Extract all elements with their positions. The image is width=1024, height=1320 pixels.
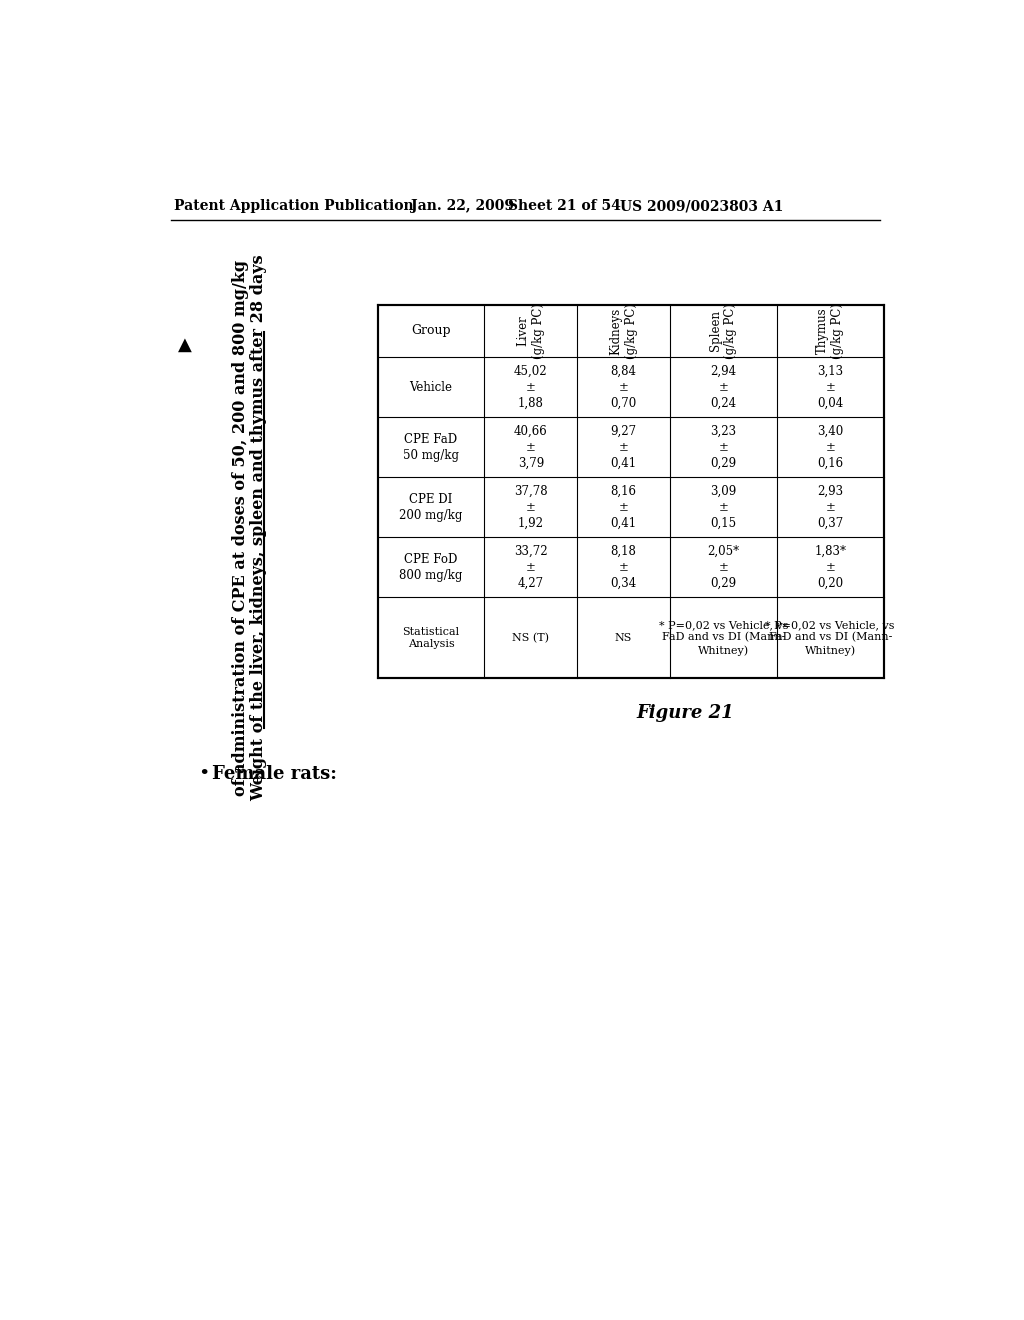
Text: ▲: ▲ <box>178 335 193 354</box>
Text: 2,93
±
0,37: 2,93 ± 0,37 <box>817 484 844 529</box>
Text: 40,66
±
3,79: 40,66 ± 3,79 <box>514 425 548 470</box>
Text: Sheet 21 of 54: Sheet 21 of 54 <box>508 199 621 213</box>
Text: of administration of CPE at doses of 50, 200 and 800 mg/kg: of administration of CPE at doses of 50,… <box>231 260 249 796</box>
Text: 45,02
±
1,88: 45,02 ± 1,88 <box>514 364 548 409</box>
Text: 8,84
±
0,70: 8,84 ± 0,70 <box>610 364 637 409</box>
Text: 33,72
±
4,27: 33,72 ± 4,27 <box>514 545 548 590</box>
Text: 3,23
±
0,29: 3,23 ± 0,29 <box>711 425 736 470</box>
Text: 3,40
±
0,16: 3,40 ± 0,16 <box>817 425 844 470</box>
Text: * P=0,02 vs Vehicle, vs
FaD and vs DI (Mann-
Whitney): * P=0,02 vs Vehicle, vs FaD and vs DI (M… <box>766 620 895 656</box>
Text: Statistical
Analysis: Statistical Analysis <box>402 627 460 649</box>
Text: 37,78
±
1,92: 37,78 ± 1,92 <box>514 484 548 529</box>
Text: Figure 21: Figure 21 <box>637 704 734 722</box>
Bar <box>378 305 884 678</box>
Text: Female rats:: Female rats: <box>212 766 337 783</box>
Text: US 2009/0023803 A1: US 2009/0023803 A1 <box>621 199 783 213</box>
Text: Weight of the liver, kidneys, spleen and thymus after 28 days: Weight of the liver, kidneys, spleen and… <box>250 255 266 801</box>
Text: 3,13
±
0,04: 3,13 ± 0,04 <box>817 364 844 409</box>
Text: 3,09
±
0,15: 3,09 ± 0,15 <box>711 484 736 529</box>
Text: 9,27
±
0,41: 9,27 ± 0,41 <box>610 425 637 470</box>
Text: 8,16
±
0,41: 8,16 ± 0,41 <box>610 484 637 529</box>
Text: Patent Application Publication: Patent Application Publication <box>174 199 414 213</box>
Text: 2,05*
±
0,29: 2,05* ± 0,29 <box>708 545 739 590</box>
Text: CPE DI
200 mg/kg: CPE DI 200 mg/kg <box>399 492 463 521</box>
Text: Jan. 22, 2009: Jan. 22, 2009 <box>411 199 514 213</box>
Text: 1,83*
±
0,20: 1,83* ± 0,20 <box>814 545 846 590</box>
Text: Vehicle: Vehicle <box>410 380 453 393</box>
Text: Spleen
(g/kg PC): Spleen (g/kg PC) <box>710 302 737 359</box>
Text: NS (T): NS (T) <box>512 632 549 643</box>
Text: Group: Group <box>411 325 451 338</box>
Text: CPE FaD
50 mg/kg: CPE FaD 50 mg/kg <box>402 433 459 462</box>
Text: 8,18
±
0,34: 8,18 ± 0,34 <box>610 545 637 590</box>
Text: Kidneys
(g/kg PC): Kidneys (g/kg PC) <box>609 302 638 359</box>
Text: NS: NS <box>615 632 632 643</box>
Text: •: • <box>198 766 209 783</box>
Text: 2,94
±
0,24: 2,94 ± 0,24 <box>711 364 736 409</box>
Text: * P=0,02 vs Vehicle, vs
FaD and vs DI (Mann-
Whitney): * P=0,02 vs Vehicle, vs FaD and vs DI (M… <box>658 620 788 656</box>
Text: Thymus
(g/kg PC): Thymus (g/kg PC) <box>816 302 844 359</box>
Text: CPE FoD
800 mg/kg: CPE FoD 800 mg/kg <box>399 553 463 582</box>
Text: Liver
(g/kg PC): Liver (g/kg PC) <box>517 302 545 359</box>
